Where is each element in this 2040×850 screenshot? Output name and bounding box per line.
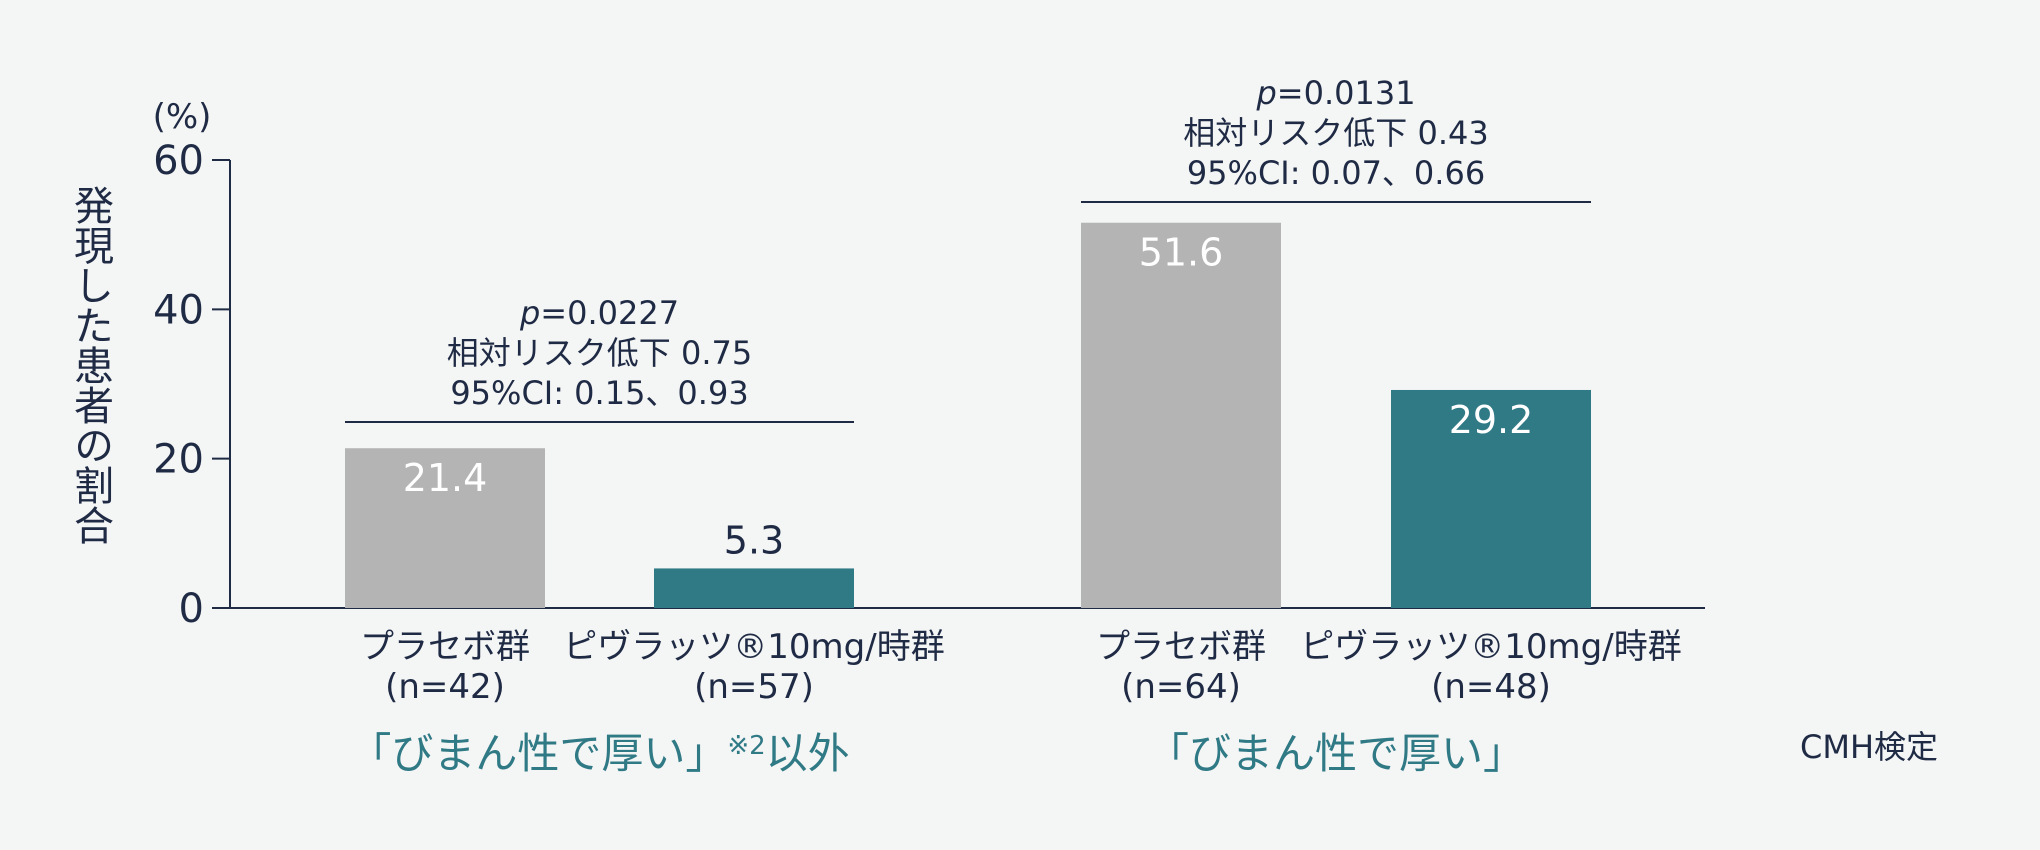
category-label: ピヴラッツ®10mg/時群 — [563, 627, 944, 667]
data-label: 29.2 — [1449, 398, 1534, 442]
group-label: 「びまん性で厚い」 — [1147, 729, 1525, 778]
p-value: p=0.0131 — [1255, 74, 1415, 112]
data-label: 5.3 — [724, 518, 784, 562]
category-sample-size: (n=64) — [1121, 667, 1241, 707]
category-sample-size: (n=57) — [694, 667, 814, 707]
y-tick-label: 60 — [153, 138, 204, 184]
y-tick-label: 0 — [179, 586, 204, 632]
confidence-interval: 95%CI: 0.15、0.93 — [450, 374, 748, 412]
group-label-main: 「びまん性で厚い」 — [1147, 729, 1525, 778]
chart-labels: 21.4プラセボ群(n=42)5.3ピヴラッツ®10mg/時群(n=57)p=0… — [345, 74, 1682, 778]
relative-risk-reduction: 相対リスク低下 0.75 — [447, 334, 752, 372]
bar — [1391, 389, 1591, 608]
group-label-note: ※2 — [727, 731, 765, 761]
category-label: ピヴラッツ®10mg/時群 — [1300, 627, 1681, 667]
category-label: プラセボ群 — [1096, 627, 1266, 667]
p-symbol: p — [519, 294, 540, 332]
p-value-number: =0.0131 — [1277, 74, 1416, 112]
bar — [1081, 222, 1281, 608]
data-label: 51.6 — [1139, 231, 1224, 275]
category-sample-size: (n=48) — [1431, 667, 1551, 707]
p-value-number: =0.0227 — [540, 294, 679, 332]
group-label-suffix: 以外 — [766, 729, 850, 778]
y-axis-unit: (%) — [153, 97, 212, 137]
category-label: プラセボ群 — [360, 627, 530, 667]
category-sample-size: (n=42) — [385, 667, 505, 707]
chart-bars — [345, 222, 1591, 608]
footnote-test-name: CMH検定 — [1800, 728, 1938, 766]
bar — [654, 568, 854, 608]
p-value: p=0.0227 — [519, 294, 679, 332]
data-label: 21.4 — [403, 456, 488, 500]
confidence-interval: 95%CI: 0.07、0.66 — [1187, 154, 1485, 192]
bar — [345, 448, 545, 608]
y-axis-label: 発現した患者の割合 — [67, 185, 113, 545]
p-symbol: p — [1255, 74, 1276, 112]
y-tick-label: 20 — [153, 437, 204, 483]
relative-risk-reduction: 相対リスク低下 0.43 — [1183, 114, 1488, 152]
group-label-main: 「びまん性で厚い」 — [349, 729, 727, 778]
y-tick-label: 40 — [153, 287, 204, 333]
group-label: 「びまん性で厚い」※2以外 — [349, 729, 849, 778]
